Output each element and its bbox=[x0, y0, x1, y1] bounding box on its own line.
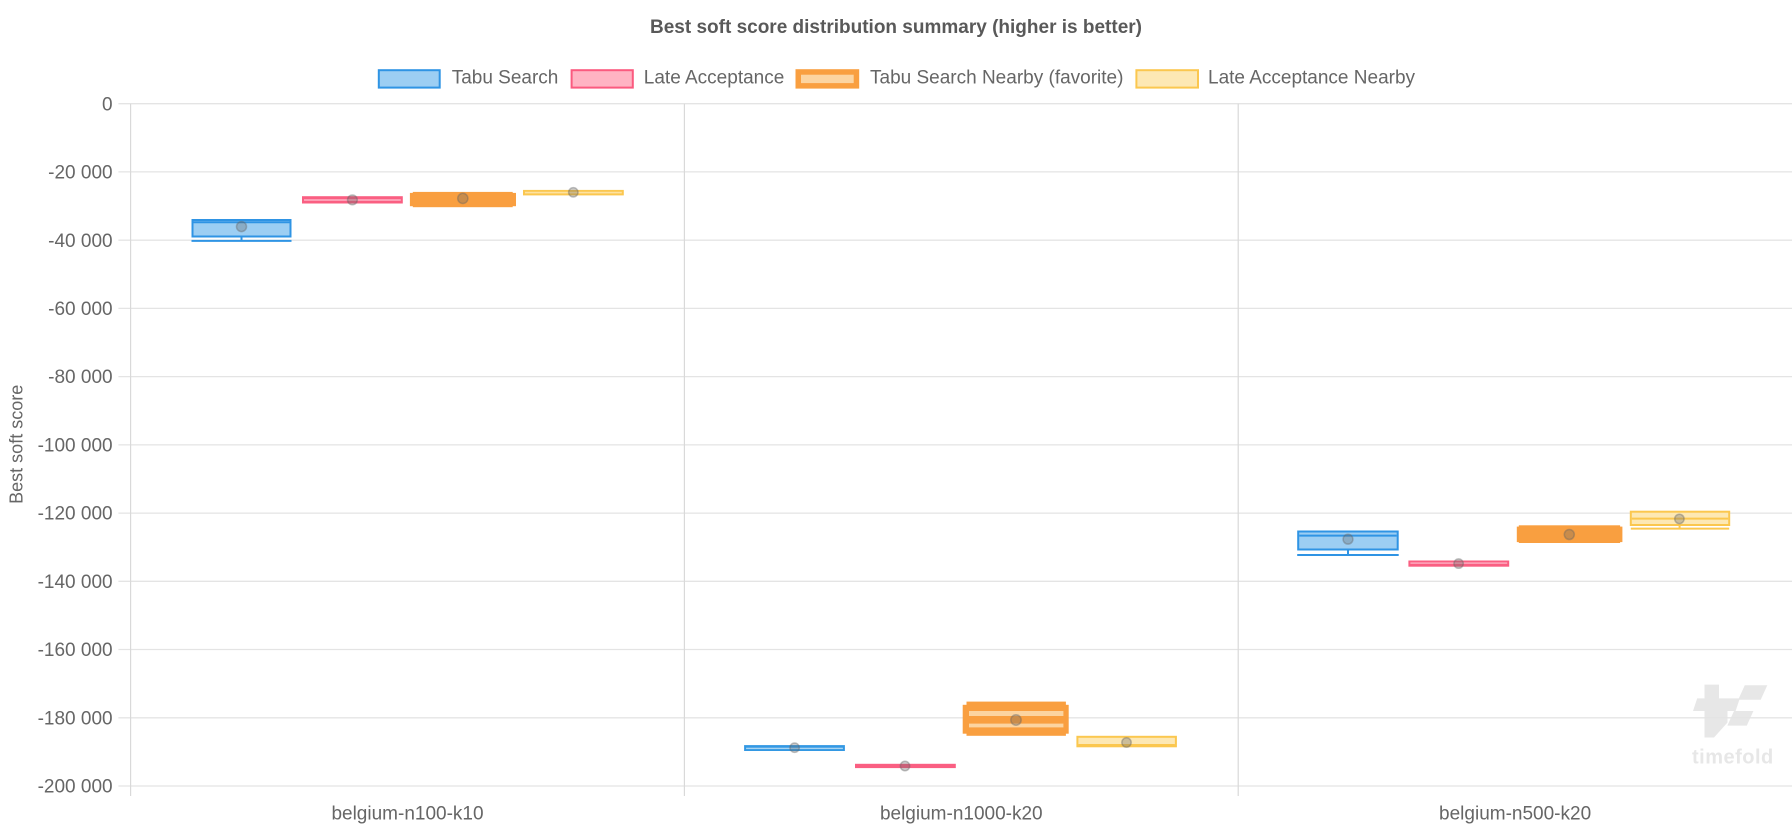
svg-text:Best soft score: Best soft score bbox=[7, 385, 27, 504]
svg-text:-60 000: -60 000 bbox=[48, 299, 112, 320]
svg-text:-80 000: -80 000 bbox=[48, 367, 112, 388]
svg-text:-40 000: -40 000 bbox=[48, 231, 112, 252]
svg-text:Tabu Search: Tabu Search bbox=[452, 68, 559, 89]
svg-text:-200 000: -200 000 bbox=[38, 777, 113, 798]
svg-text:Best soft score distribution s: Best soft score distribution summary (hi… bbox=[650, 17, 1142, 38]
svg-text:timefold: timefold bbox=[1692, 747, 1774, 769]
svg-text:-180 000: -180 000 bbox=[38, 708, 113, 729]
svg-text:belgium-n500-k20: belgium-n500-k20 bbox=[1439, 804, 1591, 825]
svg-text:-160 000: -160 000 bbox=[38, 640, 113, 661]
svg-text:belgium-n100-k10: belgium-n100-k10 bbox=[331, 804, 483, 825]
svg-text:-20 000: -20 000 bbox=[48, 163, 112, 184]
svg-text:-100 000: -100 000 bbox=[38, 436, 113, 457]
svg-text:Late Acceptance: Late Acceptance bbox=[644, 68, 785, 89]
svg-text:Late Acceptance Nearby: Late Acceptance Nearby bbox=[1208, 68, 1416, 89]
svg-text:belgium-n1000-k20: belgium-n1000-k20 bbox=[880, 804, 1043, 825]
svg-text:-140 000: -140 000 bbox=[38, 572, 113, 593]
svg-text:-120 000: -120 000 bbox=[38, 504, 113, 525]
svg-text:Tabu Search Nearby (favorite): Tabu Search Nearby (favorite) bbox=[870, 68, 1123, 89]
svg-text:0: 0 bbox=[102, 94, 113, 115]
